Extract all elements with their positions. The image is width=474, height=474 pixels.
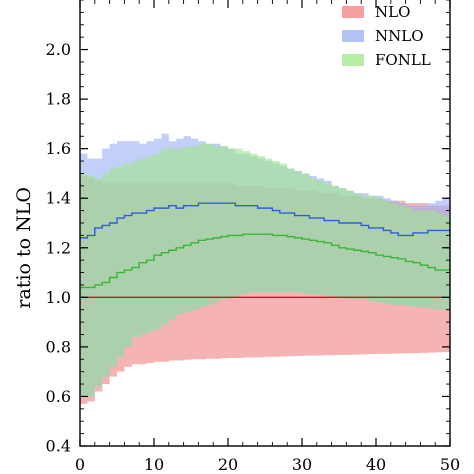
- legend-label-fonll: FONLL: [375, 51, 431, 69]
- band-fonll: [80, 143, 450, 397]
- y-tick-label: 1.6: [46, 139, 71, 158]
- legend-label-nlo: NLO: [375, 3, 410, 21]
- x-tick-label: 10: [144, 455, 164, 474]
- legend-swatch-nnlo: [342, 30, 364, 42]
- legend-label-nnlo: NNLO: [375, 27, 424, 45]
- x-tick-label: 30: [292, 455, 312, 474]
- x-tick-label: 40: [366, 455, 386, 474]
- bands: [80, 133, 450, 404]
- y-tick-label: 1.0: [46, 288, 71, 307]
- legend: NLO NNLO FONLL: [342, 3, 431, 69]
- ticks: [79, 0, 451, 447]
- y-tick-label: 1.2: [46, 238, 71, 257]
- central-lines: [80, 202, 450, 299]
- x-tick-label: 0: [75, 455, 85, 474]
- plot-frame: [79, 0, 451, 447]
- y-axis-label: ratio to NLO: [13, 187, 35, 309]
- x-tick-label: 20: [218, 455, 238, 474]
- central-line-fonll: [80, 233, 450, 289]
- y-tick-label: 2.0: [46, 40, 71, 59]
- y-tick-label: 0.4: [46, 437, 71, 456]
- y-tick-label: 0.6: [46, 387, 71, 406]
- y-tick-label: 1.4: [46, 189, 71, 208]
- y-tick-label: 0.8: [46, 337, 71, 356]
- legend-swatch-fonll: [342, 54, 364, 66]
- x-tick-label: 50: [440, 455, 460, 474]
- central-line-nnlo: [80, 202, 450, 239]
- y-tick-label: 1.8: [46, 90, 71, 109]
- tick-labels: 0.4 0.6 0.8 1.0 1.2 1.4 1.6 1.8 2.0 0 10 20 30 40 50: [46, 40, 461, 474]
- legend-swatch-nlo: [342, 6, 364, 18]
